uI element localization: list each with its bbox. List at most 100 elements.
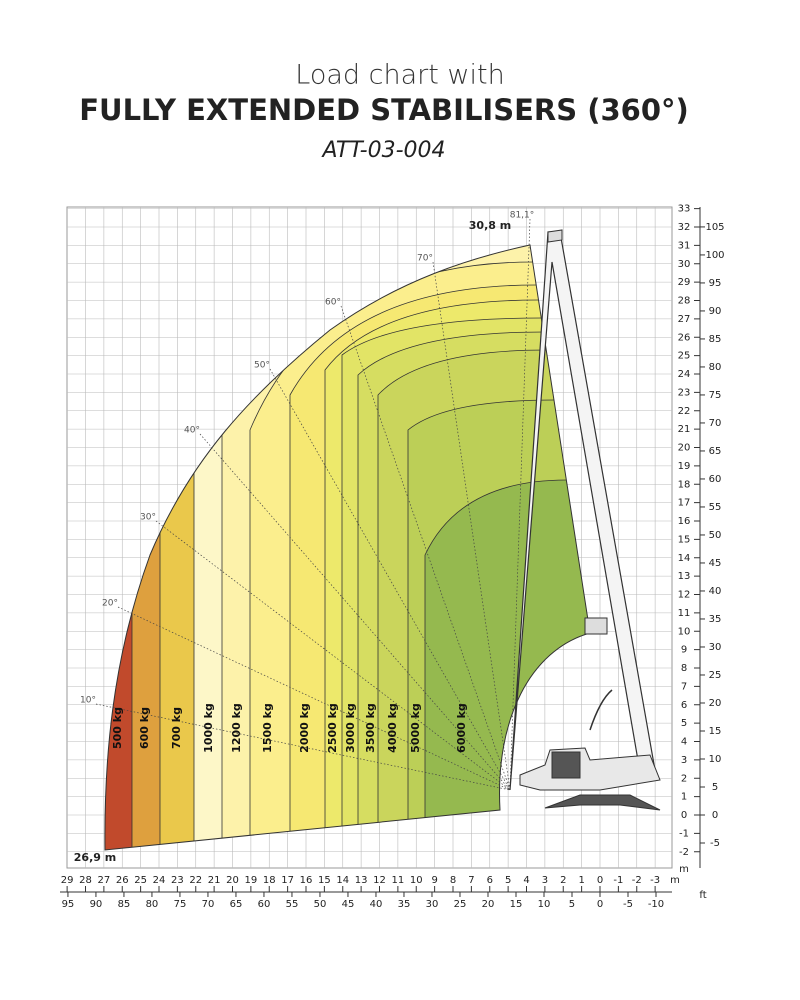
y-tick-label: 16 — [678, 516, 691, 527]
unit-m-bottom: m — [670, 875, 680, 886]
x-tick-label: 3 — [542, 875, 548, 886]
x-tick-label-ft: -10 — [648, 899, 664, 910]
zone-label: 2500 kg — [326, 703, 339, 753]
x-tick-label: 0 — [597, 875, 603, 886]
x-tick-label-ft: 90 — [90, 899, 103, 910]
zone-label: 500 kg — [111, 707, 124, 749]
x-tick-label: 20 — [226, 875, 239, 886]
y-tick-label: 25 — [678, 351, 691, 362]
y-tick-label: -2 — [679, 847, 689, 858]
x-tick-label: 16 — [300, 875, 313, 886]
angle-label: 50° — [254, 361, 270, 371]
y-tick-label: 6 — [681, 700, 687, 711]
y-tick-label-ft: 55 — [709, 502, 722, 513]
x-tick-label-ft: 25 — [454, 899, 467, 910]
y-tick-label-ft: 70 — [709, 418, 722, 429]
angle-label: 70° — [417, 254, 433, 264]
zone-label: 1500 kg — [261, 703, 274, 753]
x-tick-label-ft: 50 — [314, 899, 327, 910]
angle-label: 20° — [102, 599, 118, 609]
zone-label: 4000 kg — [386, 703, 399, 753]
x-tick-label-ft: 20 — [482, 899, 495, 910]
y-tick-label: 4 — [681, 737, 687, 748]
zone-label: 3000 kg — [344, 703, 357, 753]
x-tick-label-ft: 95 — [62, 899, 75, 910]
angle-ray — [95, 703, 511, 791]
unit-m: m — [679, 864, 689, 875]
title-line-1: Load chart with — [295, 60, 504, 91]
x-tick-label: 9 — [431, 875, 437, 886]
machine — [509, 229, 661, 811]
x-tick-label: -2 — [632, 875, 642, 886]
y-tick-label: 0 — [681, 810, 687, 821]
angle-ray — [199, 433, 511, 791]
y-tick-label-ft: 75 — [709, 390, 722, 401]
y-tick-label: 19 — [678, 461, 691, 472]
zone-label: 6000 kg — [455, 703, 468, 753]
zone-label: 3500 kg — [364, 703, 377, 753]
x-tick-label-ft: 30 — [426, 899, 439, 910]
angle-label: 60° — [325, 298, 341, 308]
x-tick-label: 21 — [208, 875, 221, 886]
y-tick-label-ft: 45 — [709, 558, 722, 569]
y-tick-label-ft: 30 — [709, 642, 722, 653]
x-tick-label-ft: 15 — [510, 899, 523, 910]
x-tick-label: 24 — [153, 875, 166, 886]
unit-ft: ft — [699, 890, 706, 901]
y-tick-label: 31 — [678, 240, 691, 251]
y-tick-label: 20 — [678, 443, 691, 454]
x-tick-label: 27 — [98, 875, 111, 886]
zone-label: 1200 kg — [230, 703, 243, 753]
x-tick-label: 13 — [355, 875, 368, 886]
y-tick-label: 24 — [678, 369, 691, 380]
angle-rays — [95, 218, 531, 791]
title-line-3: ATT-03-004 — [320, 138, 445, 163]
angle-label: 30° — [140, 513, 156, 523]
y-tick-label: 3 — [681, 755, 687, 766]
y-tick-label: 29 — [678, 277, 691, 288]
max-height: 30,8 m — [469, 219, 511, 232]
y-tick-label-ft: 90 — [709, 306, 722, 317]
x-tick-label: 12 — [373, 875, 386, 886]
angle-ray — [155, 520, 511, 791]
angle-ray — [340, 305, 511, 791]
y-tick-label: -1 — [679, 828, 689, 839]
x-tick-label: 2 — [560, 875, 566, 886]
y-tick-label: 17 — [678, 498, 691, 509]
y-tick-label: 18 — [678, 479, 691, 490]
y-tick-label: 22 — [678, 406, 691, 417]
zone-label: 600 kg — [138, 707, 151, 749]
max-reach: 26,9 m — [74, 851, 116, 864]
x-tick-label: 23 — [171, 875, 184, 886]
x-tick-label-ft: 70 — [202, 899, 215, 910]
x-tick-label-ft: 35 — [398, 899, 411, 910]
x-tick-label: 22 — [189, 875, 202, 886]
x-tick-label: 11 — [392, 875, 405, 886]
x-tick-label: 29 — [61, 875, 74, 886]
x-tick-label-ft: 45 — [342, 899, 355, 910]
y-tick-label: 12 — [678, 590, 691, 601]
x-tick-label-ft: 40 — [370, 899, 383, 910]
y-tick-label-ft: 40 — [709, 586, 722, 597]
y-tick-label: 30 — [678, 259, 691, 270]
x-tick-label-ft: 55 — [286, 899, 299, 910]
y-tick-label: 1 — [681, 792, 687, 803]
angle-ray — [269, 368, 511, 791]
y-tick-label: 2 — [681, 773, 687, 784]
angle-label: 40° — [184, 426, 200, 436]
x-tick-label: 28 — [79, 875, 92, 886]
x-tick-label: 26 — [116, 875, 129, 886]
x-tick-label: 5 — [505, 875, 511, 886]
x-tick-label-ft: 10 — [538, 899, 551, 910]
x-tick-label: 25 — [134, 875, 147, 886]
y-tick-label: 14 — [678, 553, 691, 564]
angle-ray — [432, 261, 511, 791]
x-tick-label: 6 — [487, 875, 493, 886]
zone-label: 5000 kg — [409, 703, 422, 753]
y-tick-label: 23 — [678, 387, 691, 398]
y-tick-label-ft: 0 — [712, 810, 718, 821]
y-tick-label-ft: 20 — [709, 698, 722, 709]
x-tick-label-ft: 85 — [118, 899, 131, 910]
y-tick-label-ft: -5 — [710, 838, 720, 849]
